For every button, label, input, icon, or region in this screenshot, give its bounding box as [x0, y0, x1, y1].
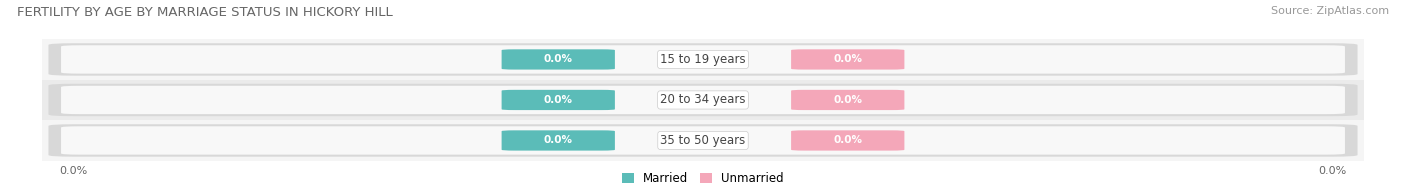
FancyBboxPatch shape — [48, 43, 1358, 76]
Text: 15 to 19 years: 15 to 19 years — [661, 53, 745, 66]
Text: 0.0%: 0.0% — [544, 95, 572, 105]
FancyBboxPatch shape — [792, 90, 904, 110]
Text: FERTILITY BY AGE BY MARRIAGE STATUS IN HICKORY HILL: FERTILITY BY AGE BY MARRIAGE STATUS IN H… — [17, 6, 392, 19]
FancyBboxPatch shape — [60, 126, 1346, 155]
FancyBboxPatch shape — [60, 45, 1346, 74]
FancyBboxPatch shape — [48, 84, 1358, 116]
Text: Source: ZipAtlas.com: Source: ZipAtlas.com — [1271, 6, 1389, 16]
FancyBboxPatch shape — [792, 49, 904, 70]
FancyBboxPatch shape — [502, 90, 614, 110]
Bar — [42, 80, 1364, 120]
Text: 0.0%: 0.0% — [834, 95, 862, 105]
FancyBboxPatch shape — [48, 124, 1358, 157]
Text: 35 to 50 years: 35 to 50 years — [661, 134, 745, 147]
Text: 0.0%: 0.0% — [834, 54, 862, 64]
Text: 20 to 34 years: 20 to 34 years — [661, 93, 745, 106]
Text: 0.0%: 0.0% — [544, 135, 572, 145]
FancyBboxPatch shape — [792, 130, 904, 151]
Legend: Married, Unmarried: Married, Unmarried — [617, 168, 789, 190]
Bar — [42, 120, 1364, 161]
Text: 0.0%: 0.0% — [544, 54, 572, 64]
Text: 0.0%: 0.0% — [834, 135, 862, 145]
FancyBboxPatch shape — [60, 86, 1346, 114]
FancyBboxPatch shape — [502, 49, 614, 70]
FancyBboxPatch shape — [502, 130, 614, 151]
Bar — [42, 39, 1364, 80]
